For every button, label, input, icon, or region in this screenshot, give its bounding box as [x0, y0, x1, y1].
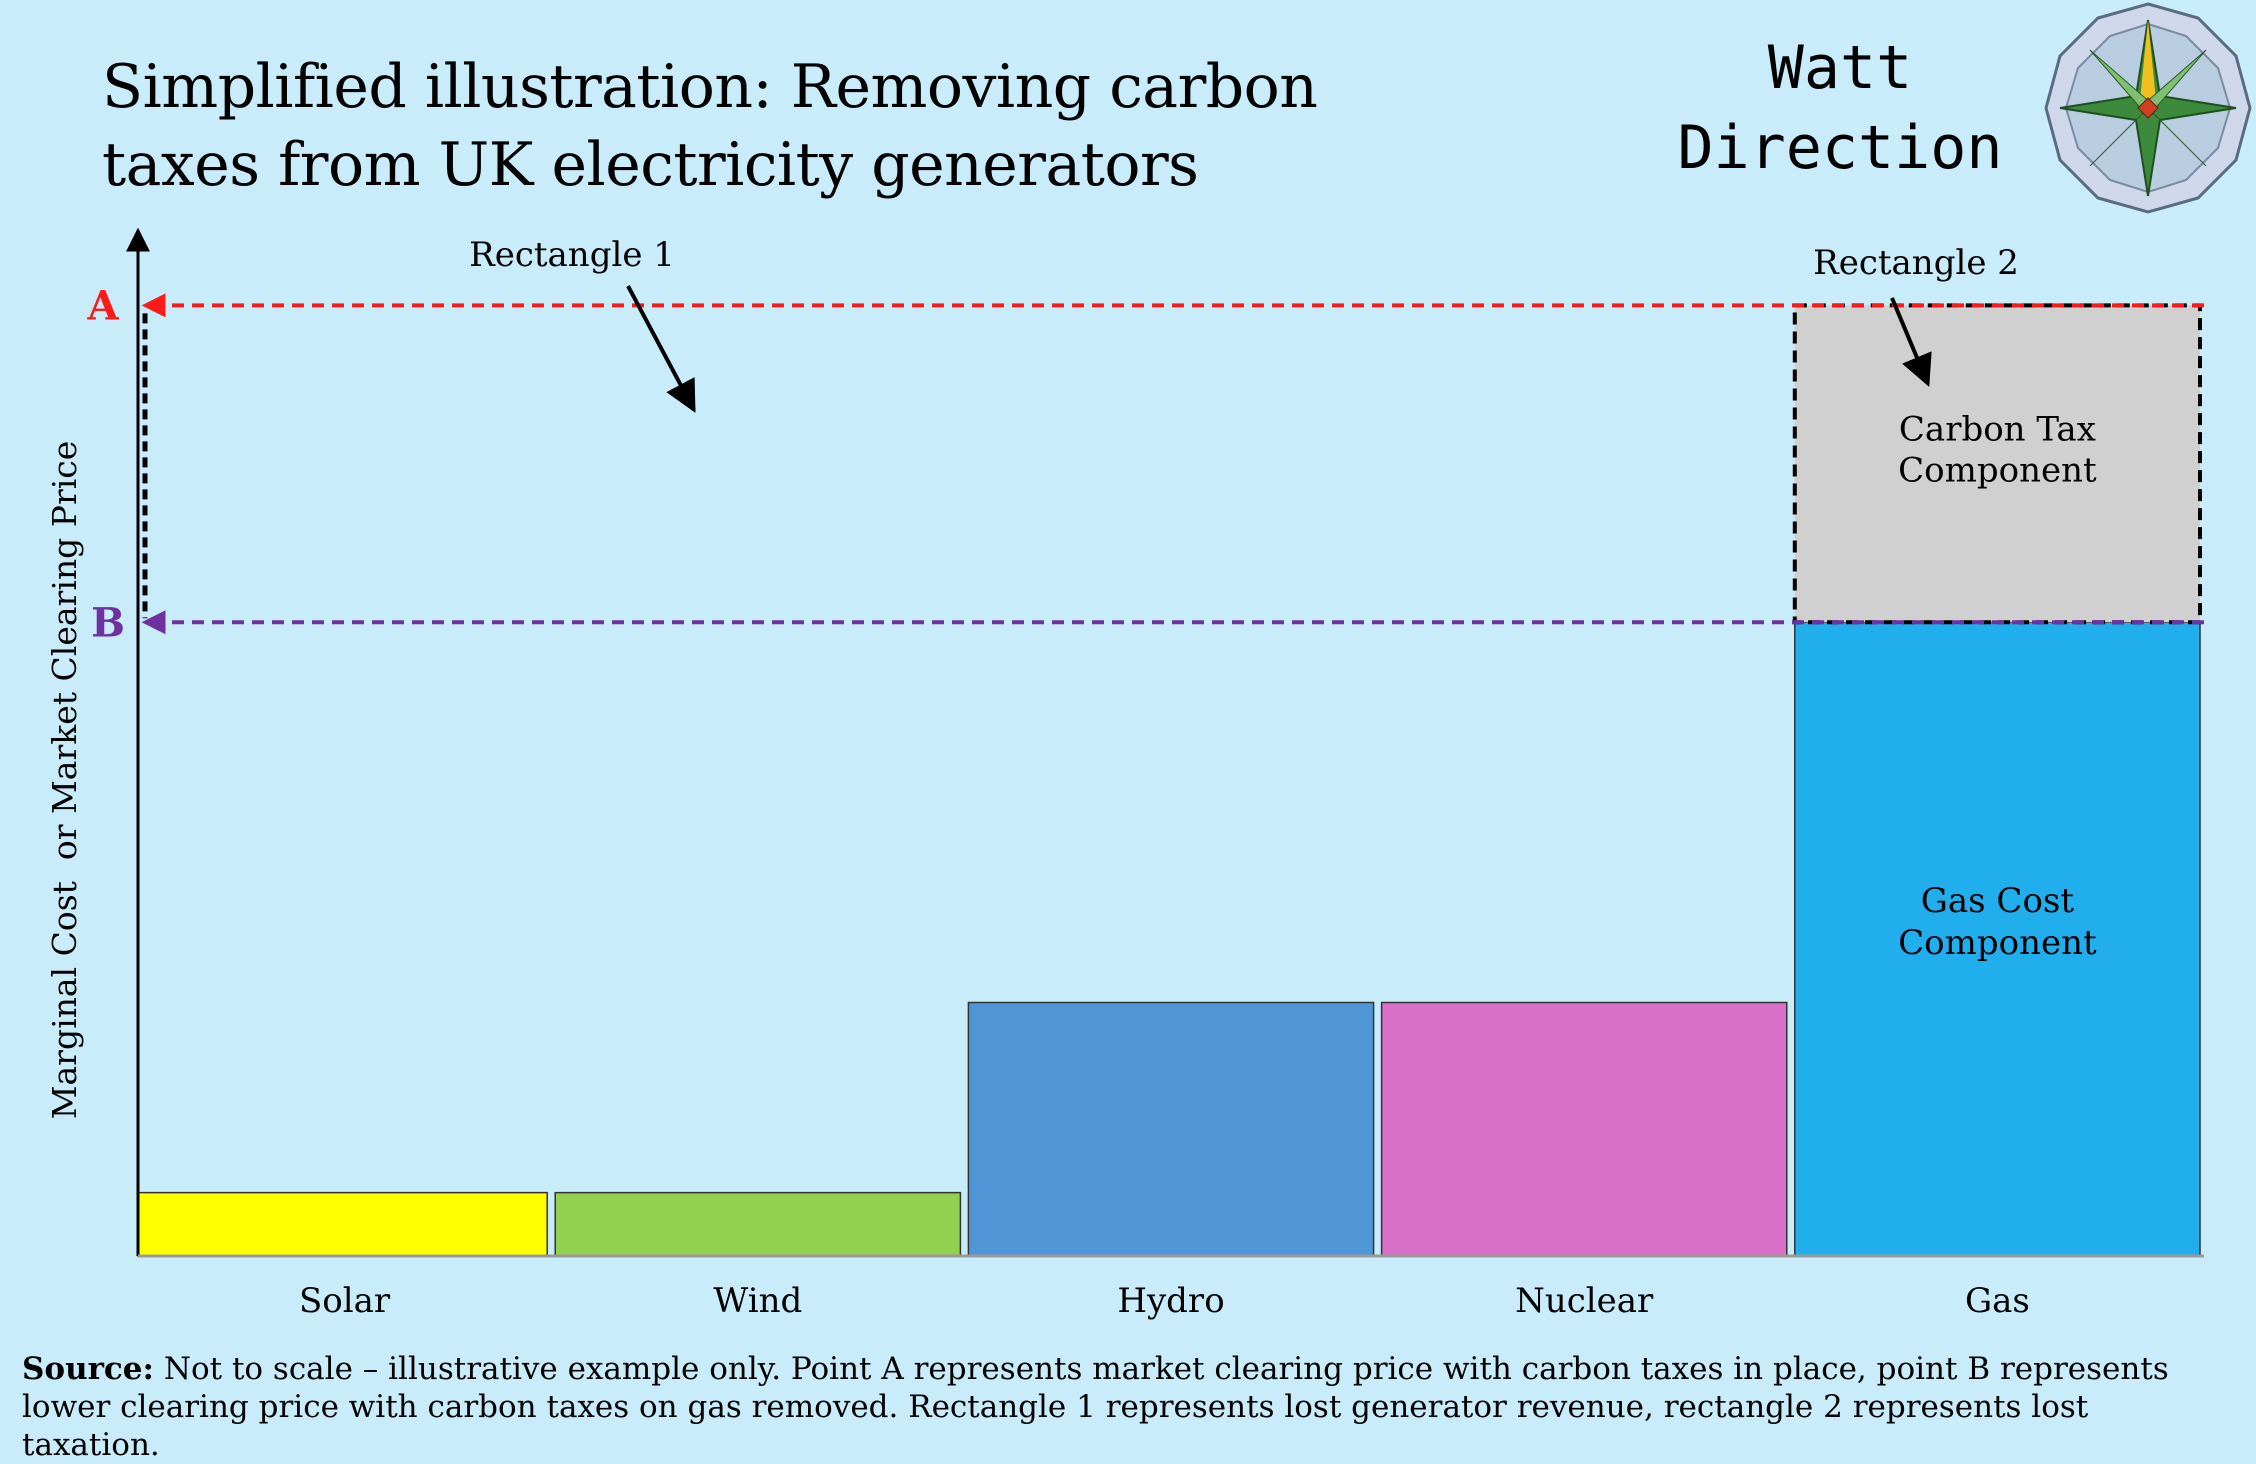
- axes-group: [126, 227, 2204, 1258]
- price-level-a-label: A: [86, 282, 119, 329]
- bar-nuclear: [1380, 1001, 1788, 1257]
- x-tick-label-nuclear: Nuclear: [1515, 1281, 1654, 1321]
- annotation-rectangle-1: Rectangle 1: [469, 235, 675, 275]
- price-levels-group: [141, 293, 2204, 635]
- x-tick-label-wind: Wind: [713, 1281, 802, 1321]
- x-tick-label-hydro: Hydro: [1117, 1281, 1224, 1321]
- x-tick-label-solar: Solar: [299, 1281, 391, 1321]
- brand-line-2: Direction: [1677, 113, 2003, 183]
- bar-wind: [554, 1191, 962, 1257]
- y-axis-label: Marginal Cost or Market Clearing Price: [45, 441, 84, 1120]
- carbon-tax-label-line-2: Component: [1898, 450, 2097, 490]
- annotation-rectangle-2: Rectangle 2: [1813, 243, 2019, 283]
- gas-cost-label-line-1: Gas Cost: [1921, 881, 2075, 921]
- bar-gas: [1794, 621, 2201, 1257]
- annotation-arrow-1: [626, 285, 696, 413]
- x-tick-label-gas: Gas: [1965, 1281, 2030, 1321]
- title-line-1: Simplified illustration: Removing carbon: [102, 52, 1318, 122]
- brand-line-1: Watt: [1767, 33, 1913, 103]
- bar-hydro: [967, 1001, 1375, 1257]
- brand-wordmark: Watt Direction: [1640, 28, 2040, 188]
- bars-group: [137, 303, 2203, 1257]
- bar-gas-carbon-tax: [1792, 303, 2203, 625]
- price-level-b-label: B: [91, 599, 125, 646]
- source-label: Source:: [22, 1351, 154, 1387]
- gas-cost-label-line-2: Component: [1898, 923, 2097, 963]
- carbon-tax-label-line-1: Carbon Tax: [1899, 409, 2096, 449]
- bar-solar: [137, 1191, 548, 1257]
- annotation-arrow-2: [1890, 297, 1932, 387]
- source-text: Not to scale – illustrative example only…: [22, 1351, 2169, 1463]
- chart-title: Simplified illustration: Removing carbon…: [102, 48, 1502, 204]
- source-note: Source: Not to scale – illustrative exam…: [22, 1350, 2222, 1464]
- compass-logo-icon: [2044, 2, 2252, 214]
- title-line-2: taxes from UK electricity generators: [102, 130, 1199, 200]
